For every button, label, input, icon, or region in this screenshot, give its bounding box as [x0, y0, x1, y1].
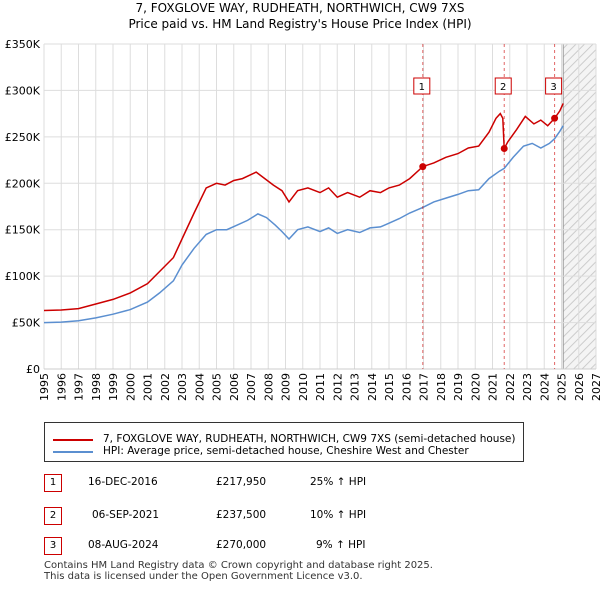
chart-title: 7, FOXGLOVE WAY, RUDHEATH, NORTHWICH, CW…	[136, 1, 465, 15]
x-tick-label: 2001	[142, 373, 155, 401]
sale-row: 1 16-DEC-2016 £217,950 25% ↑ HPI	[44, 474, 544, 492]
sale-hpi-change: 9% ↑ HPI	[316, 539, 366, 551]
x-tick-label: 1997	[73, 373, 86, 401]
sale-label-number: 3	[550, 82, 556, 93]
sale-date: 16-DEC-2016	[88, 476, 158, 488]
sale-row: 2 06-SEP-2021 £237,500 10% ↑ HPI	[44, 507, 544, 525]
x-tick-label: 2005	[211, 373, 224, 401]
y-tick-label: £250K	[5, 131, 41, 144]
x-tick-label: 2023	[521, 373, 534, 401]
footer-attribution: Contains HM Land Registry data © Crown c…	[44, 560, 433, 582]
sale-hpi-change: 10% ↑ HPI	[310, 509, 367, 521]
legend-label-hpi: HPI: Average price, semi-detached house,…	[103, 445, 469, 457]
x-tick-label: 2018	[435, 373, 448, 401]
sale-point	[500, 144, 508, 152]
sale-label-box	[413, 77, 431, 95]
x-tick-label: 2012	[331, 373, 344, 401]
x-tick-label: 2013	[349, 373, 362, 401]
x-tick-label: 2010	[297, 373, 310, 401]
x-tick-label: 2011	[314, 373, 327, 401]
sale-price: £237,500	[216, 509, 267, 521]
sale-price: £270,000	[216, 539, 267, 551]
x-tick-label: 2020	[469, 373, 482, 401]
y-tick-label: £50K	[12, 317, 41, 330]
x-tick-label: 2016	[400, 373, 413, 401]
x-tick-label: 1996	[55, 373, 68, 401]
legend: 7, FOXGLOVE WAY, RUDHEATH, NORTHWICH, CW…	[44, 422, 524, 462]
sale-date: 08-AUG-2024	[88, 539, 159, 551]
sale-price: £217,950	[216, 476, 267, 488]
sale-number-badge: 2	[44, 507, 62, 525]
legend-swatch-hpi	[53, 451, 93, 453]
y-tick-label: £100K	[5, 270, 41, 283]
x-tick-label: 2026	[573, 373, 586, 401]
x-tick-label: 2004	[193, 373, 206, 401]
legend-label-property: 7, FOXGLOVE WAY, RUDHEATH, NORTHWICH, CW…	[103, 433, 516, 445]
x-tick-label: 2024	[538, 373, 551, 401]
x-tick-label: 2019	[452, 373, 465, 401]
x-tick-label: 2003	[176, 373, 189, 401]
hpi-line	[43, 125, 564, 324]
x-tick-label: 2022	[504, 373, 517, 401]
y-tick-label: £0	[26, 363, 40, 376]
x-tick-label: 2014	[366, 373, 379, 401]
sale-hpi-change: 25% ↑ HPI	[310, 476, 367, 488]
x-tick-label: 2015	[383, 373, 396, 401]
sale-number-badge: 3	[44, 537, 62, 555]
x-tick-label: 2008	[262, 373, 275, 401]
y-tick-label: £150K	[5, 224, 41, 237]
sale-date: 06-SEP-2021	[92, 509, 160, 521]
sale-label-box	[494, 77, 512, 95]
x-tick-label: 2027	[590, 373, 600, 401]
x-tick-label: 2021	[487, 373, 500, 401]
x-tick-label: 2017	[418, 373, 431, 401]
x-tick-label: 2007	[245, 373, 258, 401]
x-tick-label: 2006	[228, 373, 241, 401]
legend-swatch-property	[53, 439, 93, 441]
sale-label-number: 1	[419, 82, 425, 93]
chart-subtitle: Price paid vs. HM Land Registry's House …	[128, 17, 471, 31]
footer-copyright: Contains HM Land Registry data © Crown c…	[44, 560, 433, 571]
price-chart: 7, FOXGLOVE WAY, RUDHEATH, NORTHWICH, CW…	[5, 1, 600, 401]
footer-licence: This data is licensed under the Open Gov…	[44, 571, 363, 582]
sale-point	[551, 114, 559, 122]
y-tick-label: £350K	[5, 38, 41, 51]
y-tick-label: £300K	[5, 84, 41, 97]
x-tick-label: 2009	[280, 373, 293, 401]
x-tick-label: 2000	[124, 373, 137, 401]
x-tick-label: 1999	[107, 373, 120, 401]
y-tick-label: £200K	[5, 177, 41, 190]
x-tick-label: 2025	[556, 373, 569, 401]
future-hatch-region	[563, 44, 596, 369]
x-tick-label: 1998	[90, 373, 103, 401]
sale-row: 3 08-AUG-2024 £270,000 9% ↑ HPI	[44, 537, 544, 555]
x-tick-label: 2002	[159, 373, 172, 401]
legend-item-property: 7, FOXGLOVE WAY, RUDHEATH, NORTHWICH, CW…	[53, 433, 516, 446]
x-tick-label: 1995	[38, 373, 51, 401]
sale-point	[419, 163, 427, 171]
sale-label-box	[545, 77, 563, 95]
sale-number-badge: 1	[44, 474, 62, 492]
sale-label-number: 2	[500, 82, 506, 93]
legend-item-hpi: HPI: Average price, semi-detached house,…	[53, 445, 513, 463]
